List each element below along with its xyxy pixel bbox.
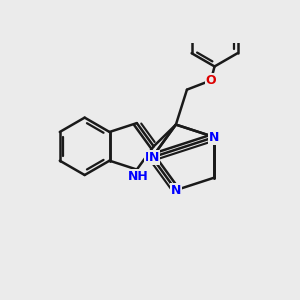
Text: NH: NH (128, 170, 149, 183)
Text: N: N (149, 151, 159, 164)
Text: S: S (209, 130, 219, 144)
Text: N: N (145, 151, 155, 164)
Text: N: N (209, 130, 220, 144)
Text: N: N (171, 184, 181, 196)
Text: O: O (206, 74, 216, 87)
